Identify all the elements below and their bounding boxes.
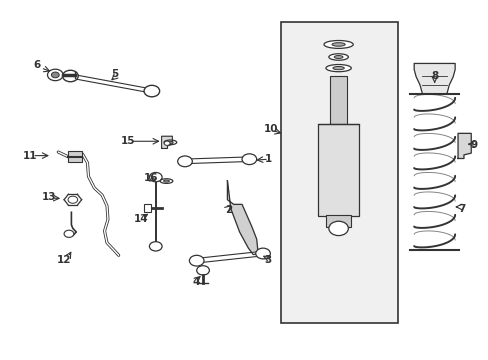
Text: 8: 8 [430, 71, 437, 81]
Ellipse shape [324, 41, 352, 48]
Circle shape [51, 72, 59, 78]
Text: 15: 15 [121, 136, 136, 146]
Circle shape [255, 248, 270, 259]
Text: 11: 11 [22, 150, 37, 161]
Bar [143, 204, 151, 212]
Text: 12: 12 [57, 255, 71, 265]
Text: 6: 6 [34, 60, 41, 70]
Circle shape [144, 85, 159, 97]
Ellipse shape [163, 140, 176, 145]
Ellipse shape [332, 67, 344, 70]
Circle shape [177, 156, 192, 167]
Polygon shape [196, 251, 263, 263]
Text: 7: 7 [457, 204, 464, 214]
Polygon shape [413, 63, 454, 94]
Circle shape [196, 266, 209, 275]
Circle shape [149, 242, 162, 251]
Text: 4: 4 [192, 277, 199, 287]
Ellipse shape [325, 64, 350, 72]
Circle shape [242, 154, 256, 165]
Ellipse shape [160, 179, 172, 183]
Text: 1: 1 [264, 154, 272, 164]
Circle shape [149, 172, 162, 182]
Circle shape [62, 70, 78, 82]
Circle shape [189, 255, 203, 266]
Polygon shape [227, 181, 258, 255]
Text: 13: 13 [42, 192, 57, 202]
Text: 9: 9 [469, 140, 476, 150]
Circle shape [164, 141, 170, 145]
Ellipse shape [163, 180, 169, 182]
Polygon shape [457, 134, 470, 158]
Circle shape [68, 196, 78, 203]
Ellipse shape [331, 43, 345, 46]
Bar [330, 76, 346, 124]
Ellipse shape [333, 55, 342, 58]
Text: 16: 16 [143, 173, 158, 183]
Polygon shape [161, 136, 172, 148]
Circle shape [64, 230, 74, 237]
Ellipse shape [328, 54, 347, 60]
Text: 14: 14 [134, 215, 148, 224]
Bar [281, 22, 397, 323]
Bar [326, 215, 350, 226]
Bar [68, 151, 82, 162]
Bar [318, 124, 358, 216]
Text: 10: 10 [264, 124, 278, 134]
Text: 3: 3 [264, 255, 271, 265]
Circle shape [47, 69, 63, 81]
Text: 2: 2 [224, 206, 232, 216]
Polygon shape [184, 157, 249, 164]
Text: 5: 5 [111, 69, 119, 79]
Polygon shape [70, 74, 152, 93]
Circle shape [328, 221, 347, 235]
Ellipse shape [167, 141, 173, 143]
